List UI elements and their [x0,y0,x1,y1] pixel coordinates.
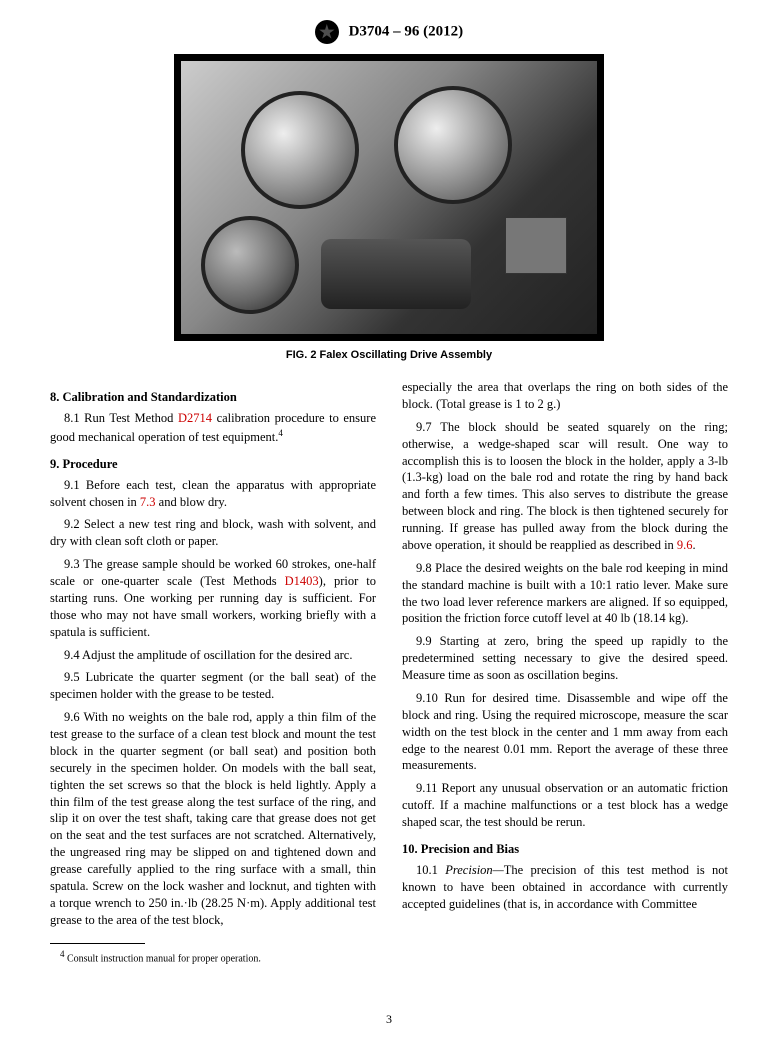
paragraph-9-5: 9.5 Lubricate the quarter segment (or th… [50,669,376,703]
paragraph-9-11: 9.11 Report any unusual observation or a… [402,780,728,831]
section-10-title: 10. Precision and Bias [402,841,728,858]
paragraph-9-10: 9.10 Run for desired time. Disassemble a… [402,690,728,774]
paragraph-9-7: 9.7 The block should be seated squarely … [402,419,728,554]
figure-block: FIG. 2 Falex Oscillating Drive Assembly [50,54,728,361]
document-id: D3704 – 96 (2012) [349,23,464,39]
section-8-title: 8. Calibration and Standardization [50,389,376,406]
text-run: . [693,538,696,552]
text-run: and blow dry. [156,495,227,509]
footnote-text: Consult instruction manual for proper op… [65,953,261,964]
machine-wheel-icon [241,91,359,209]
emphasized-term: Precision— [445,863,504,877]
paragraph-9-3: 9.3 The grease sample should be worked 6… [50,556,376,640]
two-column-body: 8. Calibration and Standardization 8.1 R… [50,379,728,965]
paragraph-9-6: 9.6 With no weights on the bale rod, app… [50,709,376,928]
text-run: 8.1 Run Test Method [64,411,178,425]
footnote-separator [50,943,145,944]
reference-link[interactable]: D2714 [178,411,212,425]
paragraph-9-4: 9.4 Adjust the amplitude of oscillation … [50,647,376,664]
paragraph-9-1: 9.1 Before each test, clean the apparatu… [50,477,376,511]
reference-link[interactable]: 7.3 [140,495,156,509]
paragraph-10-1: 10.1 Precision—The precision of this tes… [402,862,728,913]
machine-motor-icon [321,239,471,309]
footnote-4: 4 Consult instruction manual for proper … [50,948,376,966]
reference-link[interactable]: D1403 [285,574,319,588]
paragraph-8-1: 8.1 Run Test Method D2714 calibration pr… [50,410,376,446]
page-number: 3 [0,1012,778,1027]
left-column: 8. Calibration and Standardization 8.1 R… [50,379,376,965]
document-header: D3704 – 96 (2012) [50,20,728,44]
paragraph-9-9: 9.9 Starting at zero, bring the speed up… [402,633,728,684]
paragraph-9-2: 9.2 Select a new test ring and block, wa… [50,516,376,550]
paragraph-9-6-cont: especially the area that overlaps the ri… [402,379,728,413]
document-page: D3704 – 96 (2012) FIG. 2 Falex Oscillati… [0,0,778,1041]
paragraph-9-8: 9.8 Place the desired weights on the bal… [402,560,728,628]
machine-gauge-icon [201,216,299,314]
figure-caption: FIG. 2 Falex Oscillating Drive Assembly [50,349,728,361]
text-run: 9.7 The block should be seated squarely … [402,420,728,552]
right-column: especially the area that overlaps the ri… [402,379,728,965]
reference-link[interactable]: 9.6 [677,538,693,552]
text-run: 10.1 [416,863,445,877]
figure-image [174,54,604,341]
machine-box-icon [505,217,567,274]
astm-logo-icon [315,20,339,44]
section-9-title: 9. Procedure [50,456,376,473]
machine-wheel-icon [394,86,512,204]
footnote-marker: 4 [278,428,283,438]
